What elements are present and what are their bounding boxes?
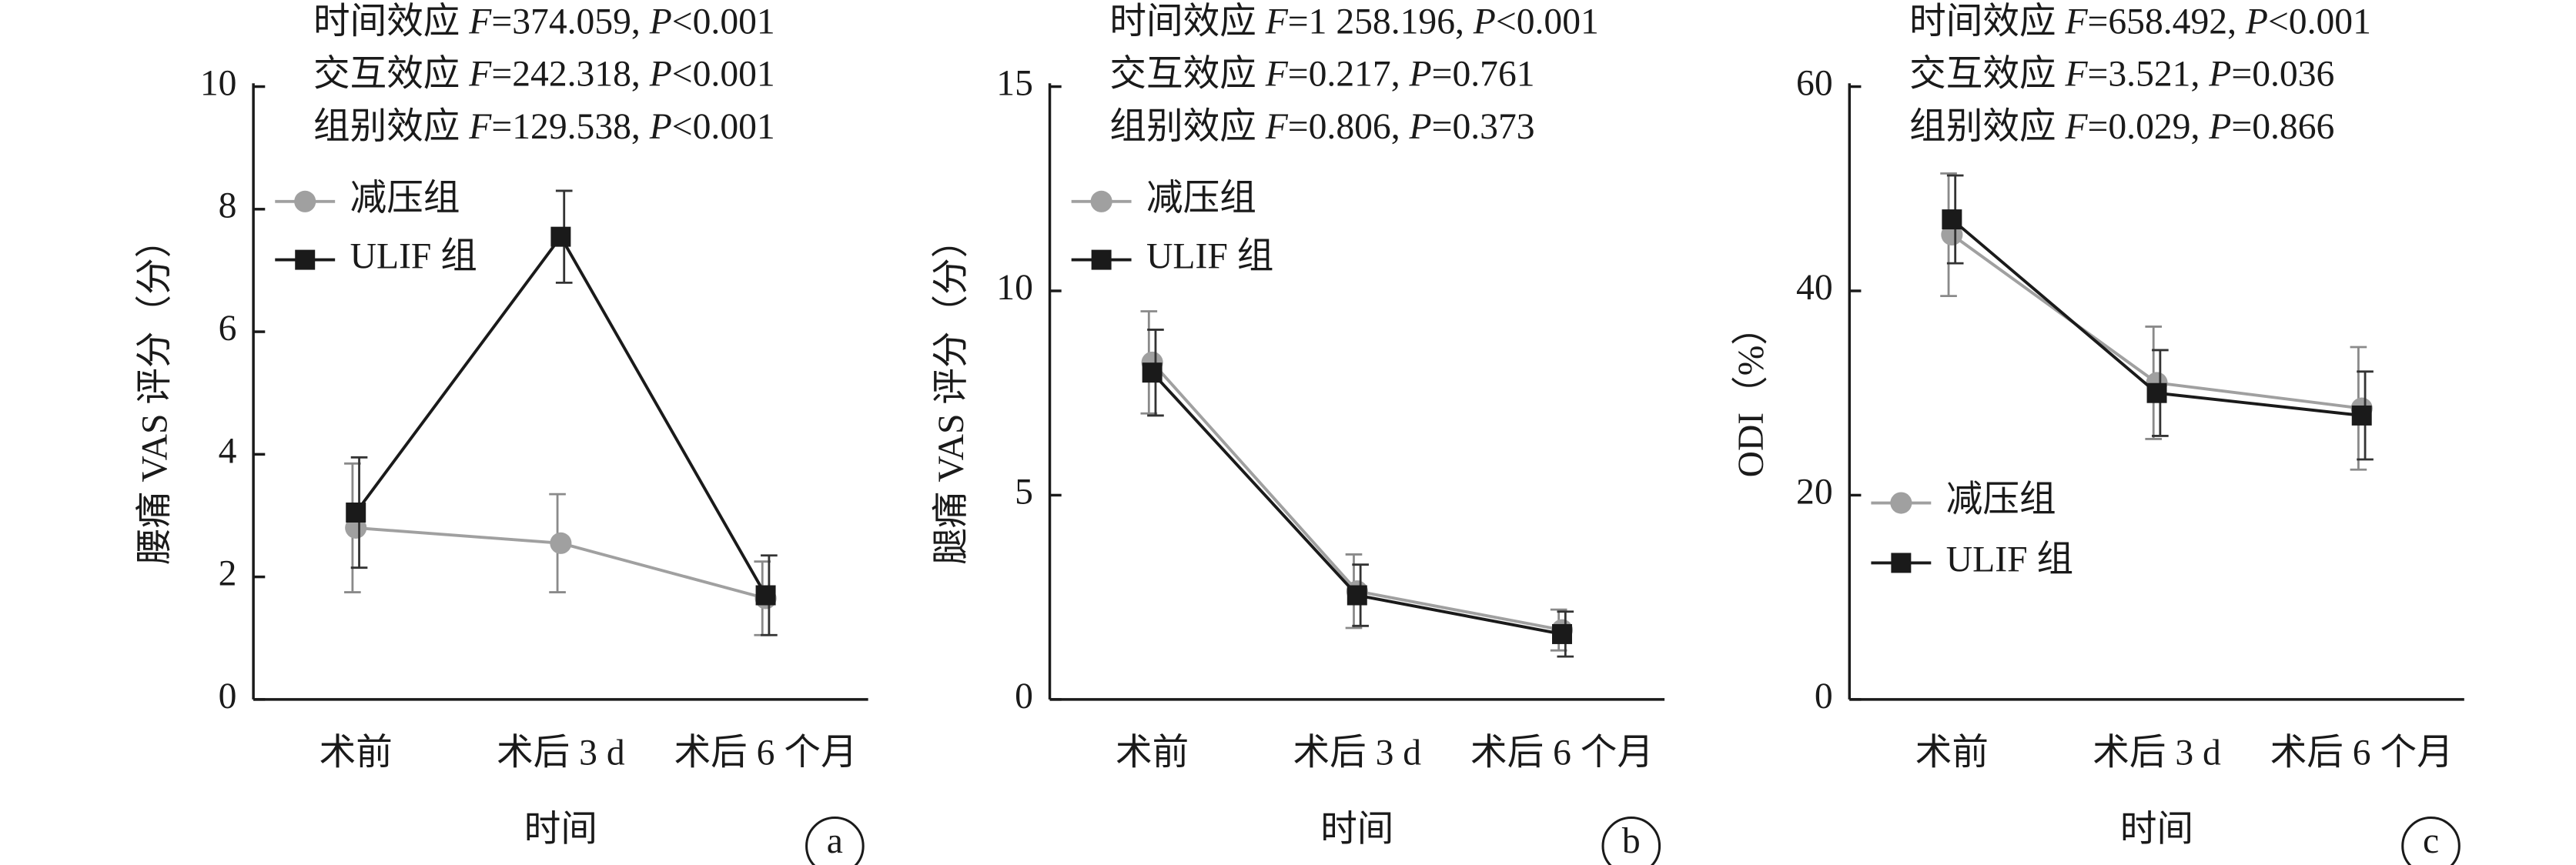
x-tick-label: 术前 — [1116, 733, 1189, 773]
data-point — [1551, 623, 1572, 644]
y-tick-label: 2 — [219, 554, 237, 594]
y-axis-label: ODI（%） — [1731, 309, 1771, 477]
data-point — [755, 585, 776, 606]
y-tick-label: 8 — [219, 186, 237, 226]
annotation: 交互效应 F=0.217, P=0.761 — [1109, 55, 1534, 95]
y-axis-label: 腰痛 VAS 评分（分） — [135, 222, 176, 565]
y-tick-label: 40 — [1796, 268, 1833, 308]
annotation: 交互效应 F=242.318, P<0.001 — [313, 55, 775, 95]
panel-label: b — [1622, 821, 1641, 861]
y-tick-label: 6 — [219, 309, 237, 349]
y-tick-label: 20 — [1796, 472, 1833, 512]
y-tick-label: 0 — [1815, 676, 1833, 716]
y-tick-label: 0 — [1015, 676, 1033, 716]
legend-label: ULIF 组 — [350, 237, 477, 277]
y-tick-label: 60 — [1796, 63, 1833, 103]
data-point — [346, 503, 366, 523]
data-point — [1347, 585, 1367, 606]
data-point — [1142, 362, 1163, 383]
y-tick-label: 10 — [996, 268, 1033, 308]
legend-marker — [1891, 553, 1912, 573]
y-tick-label: 5 — [1015, 472, 1033, 512]
legend-marker — [294, 190, 316, 212]
x-tick-label: 术后 6 个月 — [674, 733, 858, 773]
annotation: 时间效应 F=658.492, P<0.001 — [1909, 2, 2371, 42]
y-tick-label: 10 — [200, 63, 237, 103]
x-axis-label: 时间 — [524, 810, 597, 850]
data-point — [2146, 382, 2167, 403]
data-point — [2351, 405, 2372, 426]
x-tick-label: 术前 — [1915, 733, 1989, 773]
panel-label: a — [827, 821, 843, 861]
legend-marker — [1091, 249, 1112, 270]
annotation: 组别效应 F=0.806, P=0.373 — [1109, 107, 1534, 147]
x-axis-label: 时间 — [1320, 810, 1393, 850]
annotation: 交互效应 F=3.521, P=0.036 — [1909, 55, 2334, 95]
annotation: 时间效应 F=1 258.196, P<0.001 — [1109, 2, 1598, 42]
y-tick-label: 15 — [996, 63, 1033, 103]
x-tick-label: 术前 — [319, 733, 393, 773]
legend-marker — [1090, 190, 1112, 212]
legend-label: 减压组 — [350, 179, 460, 219]
panel-label-circle — [2401, 817, 2461, 865]
annotation: 组别效应 F=129.538, P<0.001 — [313, 107, 775, 147]
x-tick-label: 术后 3 d — [2093, 733, 2221, 773]
panel-label-circle — [805, 817, 865, 865]
legend-marker — [1890, 492, 1912, 514]
legend-label: 减压组 — [1946, 479, 2056, 519]
y-axis-label: 腿痛 VAS 评分（分） — [932, 222, 972, 565]
data-point — [1942, 209, 1962, 230]
x-tick-label: 术后 6 个月 — [2270, 733, 2454, 773]
x-tick-label: 术后 3 d — [1293, 733, 1422, 773]
legend-label: ULIF 组 — [1146, 237, 1273, 277]
x-tick-label: 术后 6 个月 — [1470, 733, 1654, 773]
x-tick-label: 术后 3 d — [497, 733, 625, 773]
panel-label-circle — [1601, 817, 1661, 865]
legend-label: 减压组 — [1146, 179, 1256, 219]
annotation: 时间效应 F=374.059, P<0.001 — [313, 2, 775, 42]
legend-label: ULIF 组 — [1946, 539, 2073, 579]
y-tick-label: 0 — [219, 676, 237, 716]
x-axis-label: 时间 — [2120, 810, 2193, 850]
annotation: 组别效应 F=0.029, P=0.866 — [1909, 107, 2334, 147]
y-tick-label: 4 — [219, 431, 237, 471]
panel-label: c — [2423, 821, 2439, 861]
data-point — [550, 532, 572, 554]
data-point — [550, 226, 571, 247]
legend-marker — [295, 249, 316, 270]
